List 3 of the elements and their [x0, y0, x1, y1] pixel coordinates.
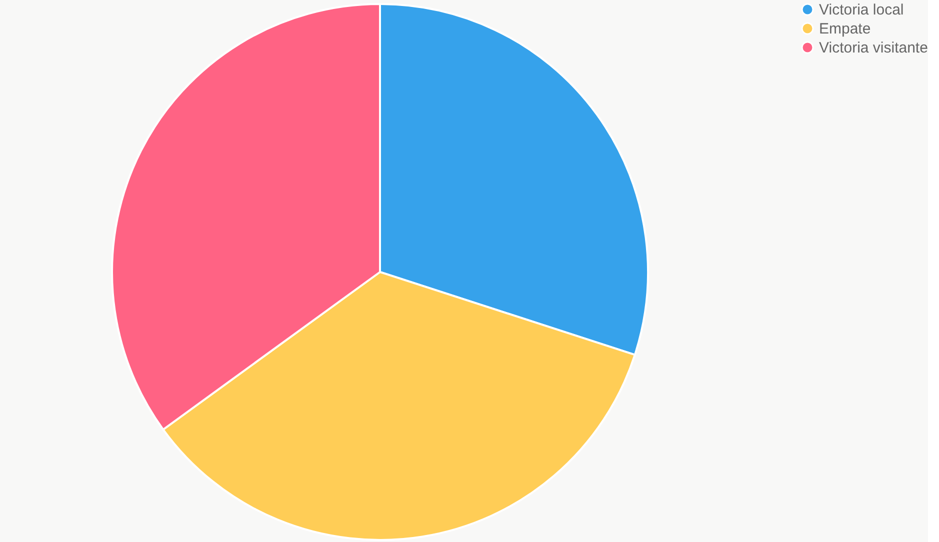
legend-label: Victoria local: [819, 2, 904, 18]
legend-label: Empate: [819, 20, 871, 38]
legend-label: Victoria visitante: [819, 40, 928, 56]
